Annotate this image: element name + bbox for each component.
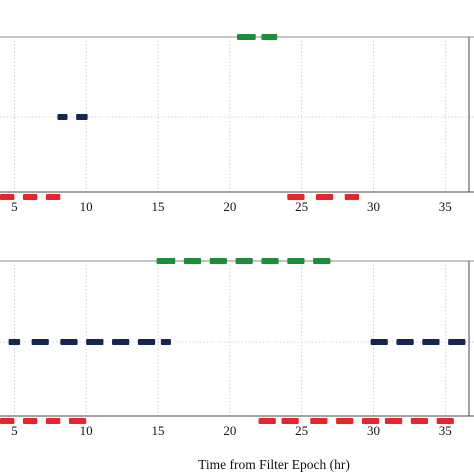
interval-bar	[410, 418, 429, 424]
interval-bar	[137, 339, 156, 345]
interval-bar	[183, 258, 202, 264]
interval-bar	[45, 418, 61, 424]
x-tick-label: 5	[11, 423, 18, 438]
interval-bar	[336, 418, 354, 424]
interval-bar	[112, 339, 130, 345]
x-tick-label: 25	[295, 199, 308, 214]
interval-bar	[448, 339, 466, 345]
interval-bar	[258, 418, 276, 424]
interval-bar	[209, 258, 227, 264]
interval-bar	[422, 339, 440, 345]
interval-bar	[316, 194, 334, 200]
interval-bar	[76, 114, 88, 120]
interval-bar	[235, 258, 253, 264]
interval-bar	[361, 418, 380, 424]
interval-bar	[313, 258, 331, 264]
x-tick-label: 15	[152, 423, 165, 438]
interval-bar	[60, 339, 78, 345]
x-axis-label: Time from Filter Epoch (hr)	[198, 457, 350, 472]
interval-bar	[0, 194, 15, 200]
x-tick-label: 20	[223, 423, 236, 438]
x-tick-label: 15	[152, 199, 165, 214]
interval-bar	[281, 418, 299, 424]
interval-bar	[86, 339, 104, 345]
x-tick-label: 10	[80, 423, 93, 438]
interval-bar	[287, 194, 305, 200]
interval-bar	[31, 339, 49, 345]
x-tick-label: 30	[367, 199, 380, 214]
x-tick-label: 35	[439, 199, 452, 214]
interval-bar	[22, 418, 38, 424]
x-tick-label: 10	[80, 199, 93, 214]
interval-bar	[156, 258, 176, 264]
interval-bar	[237, 34, 256, 40]
top-panel: 5 10 15 20 25 30 35	[0, 34, 474, 214]
interval-bar	[436, 418, 454, 424]
interval-bar	[68, 418, 87, 424]
interval-bar	[22, 194, 38, 200]
x-tick-label: 35	[439, 423, 452, 438]
interval-bar	[261, 258, 279, 264]
x-tick-label: 5	[11, 199, 18, 214]
interval-bar	[310, 418, 328, 424]
interval-bar	[45, 194, 61, 200]
interval-bar	[287, 258, 305, 264]
interval-bar	[57, 114, 68, 120]
interval-bar	[0, 418, 15, 424]
x-tick-label: 25	[295, 423, 308, 438]
interval-bar	[8, 339, 21, 345]
interval-bar	[384, 418, 403, 424]
interval-bar	[160, 339, 171, 345]
bottom-panel: 5 10 15 20 25 30 35	[0, 258, 474, 438]
interval-bar	[261, 34, 278, 40]
x-tick-label: 20	[223, 199, 236, 214]
interval-bar	[396, 339, 414, 345]
interval-bar	[344, 194, 360, 200]
x-tick-label: 30	[367, 423, 380, 438]
interval-bar	[370, 339, 388, 345]
